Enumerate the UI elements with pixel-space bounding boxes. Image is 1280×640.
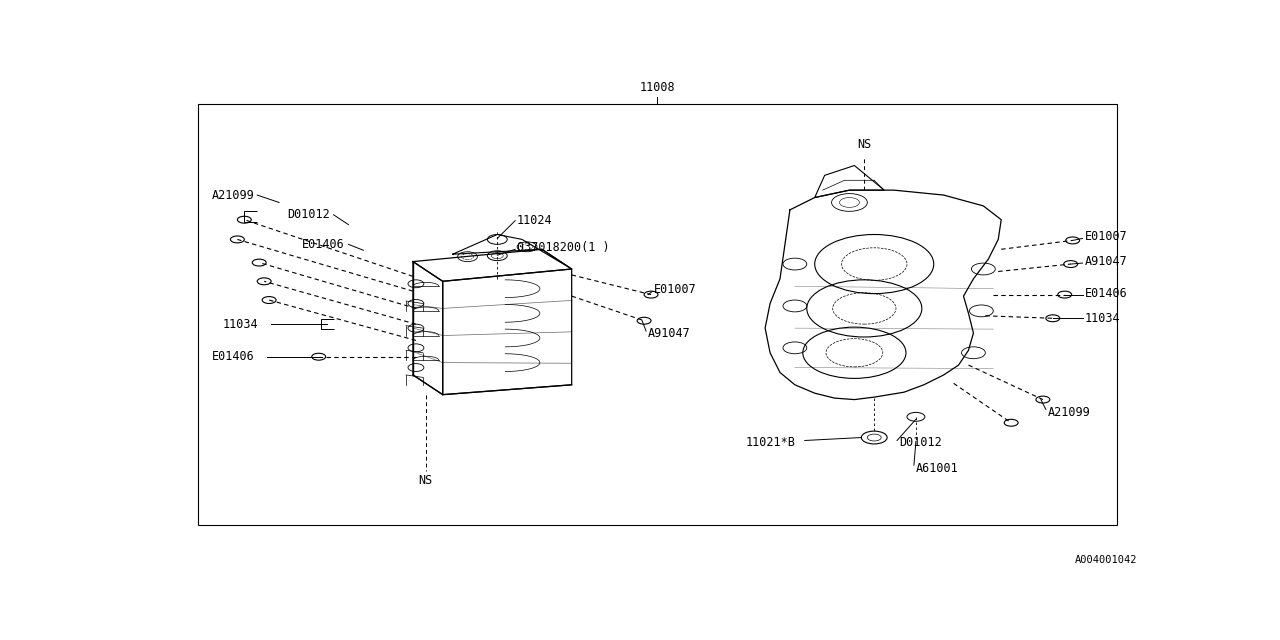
Text: A91047: A91047 bbox=[648, 326, 691, 340]
Circle shape bbox=[1064, 260, 1078, 268]
Text: 11008: 11008 bbox=[640, 81, 676, 94]
Text: 037018200(1 ): 037018200(1 ) bbox=[517, 241, 609, 254]
Circle shape bbox=[1005, 419, 1018, 426]
Text: NS: NS bbox=[858, 138, 872, 151]
Circle shape bbox=[1057, 291, 1071, 298]
Circle shape bbox=[312, 353, 325, 360]
Text: 11034: 11034 bbox=[223, 317, 259, 331]
Text: E01406: E01406 bbox=[302, 238, 344, 251]
Text: A61001: A61001 bbox=[916, 462, 959, 475]
Text: D01012: D01012 bbox=[287, 208, 330, 221]
Circle shape bbox=[237, 216, 251, 223]
Circle shape bbox=[262, 296, 276, 303]
Text: 11034: 11034 bbox=[1084, 312, 1120, 324]
Text: 11024: 11024 bbox=[517, 214, 553, 227]
Text: A91047: A91047 bbox=[1084, 255, 1128, 268]
Text: D01012: D01012 bbox=[899, 436, 942, 449]
Circle shape bbox=[252, 259, 266, 266]
Text: A21099: A21099 bbox=[1048, 406, 1091, 419]
Text: NS: NS bbox=[419, 474, 433, 488]
Circle shape bbox=[1066, 237, 1079, 244]
Text: E01406: E01406 bbox=[1084, 287, 1128, 300]
Text: A21099: A21099 bbox=[211, 189, 255, 202]
Text: E01007: E01007 bbox=[654, 283, 696, 296]
Circle shape bbox=[230, 236, 244, 243]
Circle shape bbox=[1046, 315, 1060, 322]
Text: 11021*B: 11021*B bbox=[745, 436, 795, 449]
Text: E01007: E01007 bbox=[1084, 230, 1128, 243]
Circle shape bbox=[1036, 396, 1050, 403]
Circle shape bbox=[637, 317, 652, 324]
Circle shape bbox=[257, 278, 271, 285]
Text: E01406: E01406 bbox=[211, 350, 255, 364]
Circle shape bbox=[644, 291, 658, 298]
Text: A004001042: A004001042 bbox=[1075, 555, 1137, 564]
